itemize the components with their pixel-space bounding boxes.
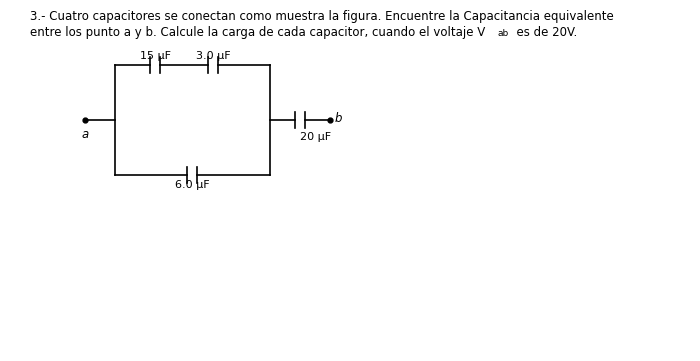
Text: b: b	[335, 112, 342, 125]
Text: entre los punto a y b. Calcule la carga de cada capacitor, cuando el voltaje V: entre los punto a y b. Calcule la carga …	[30, 26, 485, 39]
Text: 3.0 μF: 3.0 μF	[196, 51, 230, 61]
Text: a: a	[81, 128, 89, 141]
Text: 6.0 μF: 6.0 μF	[175, 180, 209, 190]
Text: 15 μF: 15 μF	[139, 51, 171, 61]
Text: 3.- Cuatro capacitores se conectan como muestra la figura. Encuentre la Capacita: 3.- Cuatro capacitores se conectan como …	[30, 10, 614, 23]
Text: 20 μF: 20 μF	[300, 132, 331, 142]
Text: es de 20V.: es de 20V.	[509, 26, 578, 39]
Text: ab: ab	[498, 29, 510, 38]
